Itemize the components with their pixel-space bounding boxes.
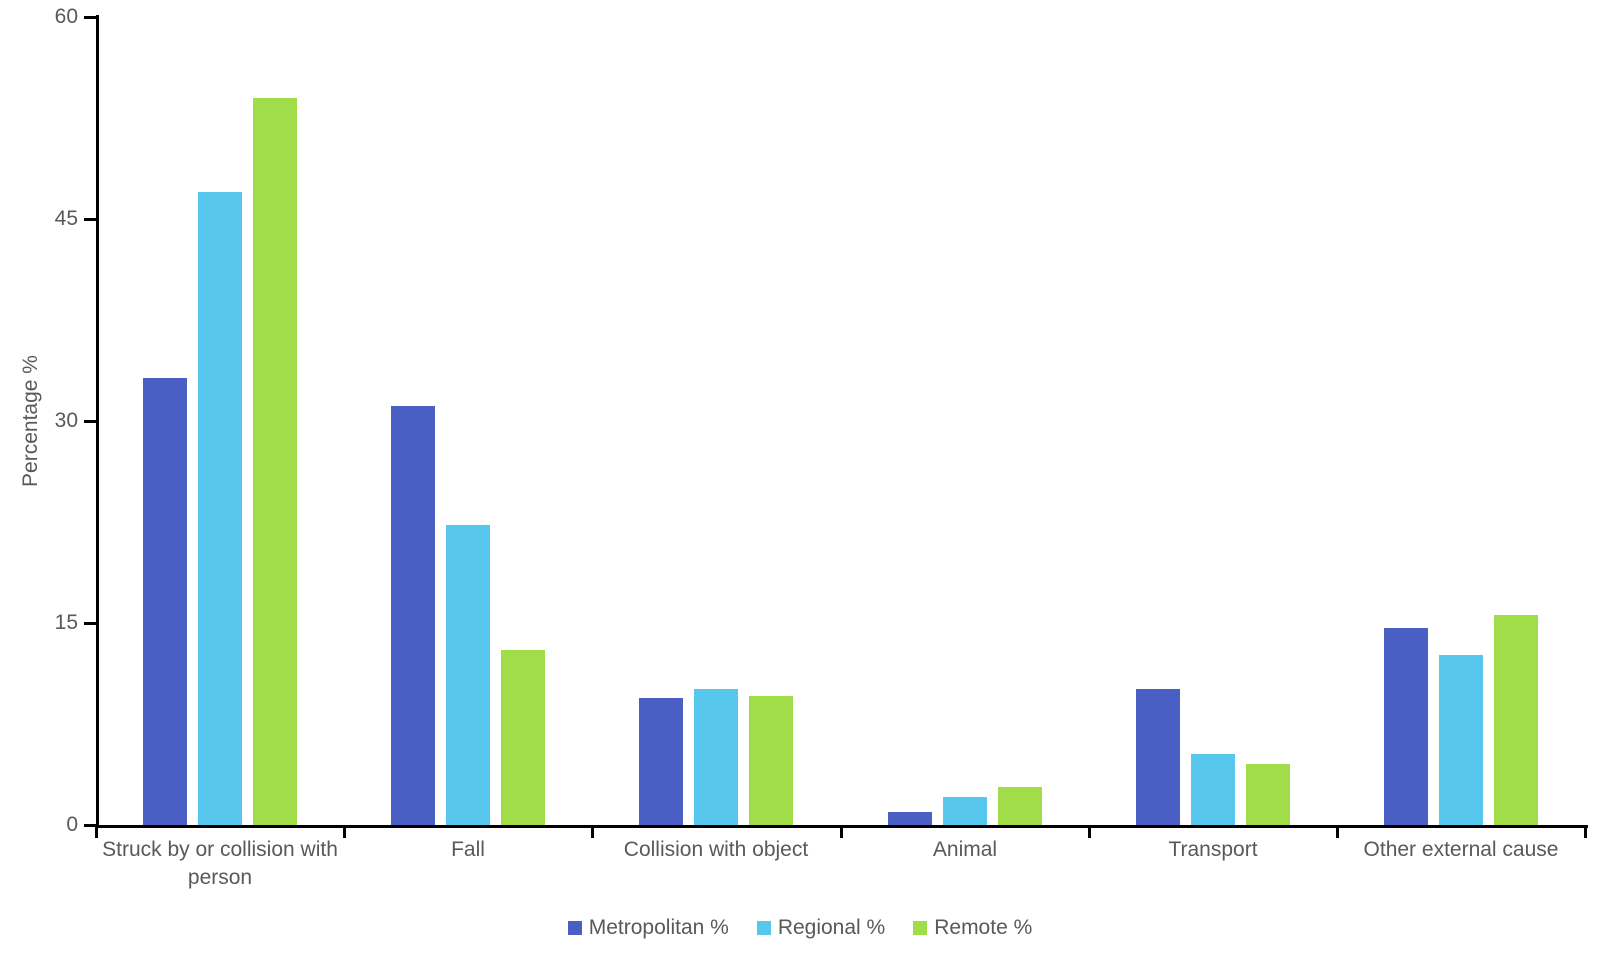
legend-item-metropolitan: Metropolitan % xyxy=(567,916,729,940)
x-tick-mark xyxy=(591,825,594,838)
x-category-label-other-external-cause: Other external cause xyxy=(1363,838,1559,861)
x-tick-mark xyxy=(343,825,346,838)
x-tick-mark xyxy=(840,825,843,838)
y-tick-label: 60 xyxy=(54,5,78,28)
y-tick-label: 0 xyxy=(66,813,78,836)
bar-regional-other-external-cause xyxy=(1439,655,1483,825)
bar-regional-transport xyxy=(1191,754,1235,825)
legend-label-remote: Remote % xyxy=(934,916,1033,939)
bar-remote-other-external-cause xyxy=(1494,615,1538,825)
x-category-label-struck-by-or-collision-with-person: Struck by or collision with person xyxy=(102,838,338,889)
x-tick-mark xyxy=(1336,825,1339,838)
x-category-label-animal: Animal xyxy=(932,838,998,861)
bar-metropolitan-struck-by-or-collision-with-person xyxy=(143,378,187,825)
x-category-label-transport: Transport xyxy=(1168,838,1258,861)
bar-remote-struck-by-or-collision-with-person xyxy=(253,98,297,825)
legend-item-regional: Regional % xyxy=(756,916,886,940)
chart-legend: Metropolitan % Regional % Remote % xyxy=(0,916,1600,940)
x-tick-mark xyxy=(1584,825,1587,838)
x-tick-mark xyxy=(95,825,98,838)
y-tick-mark xyxy=(84,420,96,423)
y-axis-line xyxy=(96,15,99,828)
bar-metropolitan-animal xyxy=(888,812,932,825)
bar-metropolitan-fall xyxy=(391,406,435,825)
y-tick-mark xyxy=(84,16,96,19)
bar-remote-animal xyxy=(998,787,1042,825)
y-tick-mark xyxy=(84,622,96,625)
bar-regional-animal xyxy=(943,797,987,825)
legend-item-remote: Remote % xyxy=(913,916,1032,940)
y-tick-mark xyxy=(84,218,96,221)
x-category-label-fall: Fall xyxy=(451,838,485,861)
legend-swatch-regional xyxy=(756,921,771,935)
bar-regional-collision-with-object xyxy=(694,689,738,825)
legend-label-metropolitan: Metropolitan % xyxy=(588,916,729,939)
bar-remote-transport xyxy=(1246,764,1290,825)
bar-metropolitan-other-external-cause xyxy=(1384,628,1428,825)
bar-regional-struck-by-or-collision-with-person xyxy=(198,192,242,825)
y-tick-label: 15 xyxy=(54,611,78,634)
bar-remote-fall xyxy=(501,650,545,825)
legend-swatch-metropolitan xyxy=(567,921,582,935)
y-tick-mark xyxy=(84,824,96,827)
bar-metropolitan-transport xyxy=(1136,689,1180,825)
x-category-label-collision-with-object: Collision with object xyxy=(623,838,809,861)
x-tick-mark xyxy=(1088,825,1091,838)
legend-label-regional: Regional % xyxy=(777,916,886,939)
y-tick-label: 30 xyxy=(54,409,78,432)
y-tick-label: 45 xyxy=(54,207,78,230)
bar-remote-collision-with-object xyxy=(749,696,793,825)
bar-metropolitan-collision-with-object xyxy=(639,698,683,825)
legend-swatch-remote xyxy=(913,921,928,935)
bar-regional-fall xyxy=(446,525,490,825)
